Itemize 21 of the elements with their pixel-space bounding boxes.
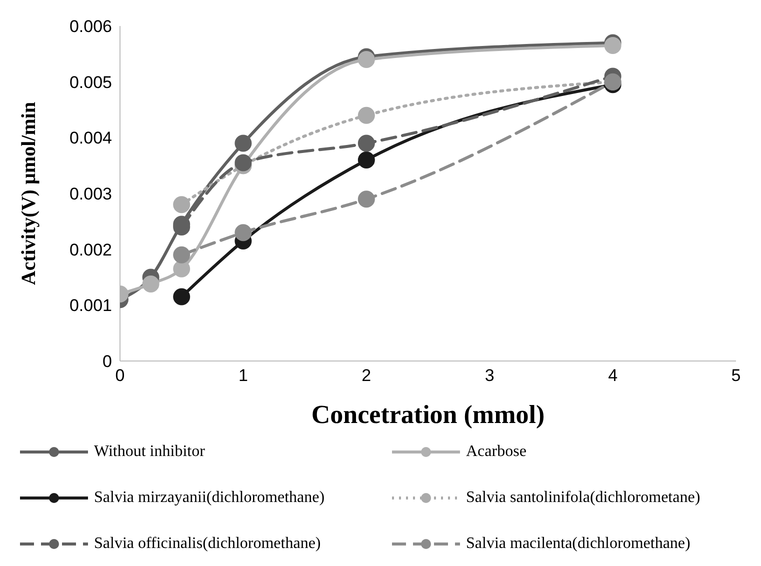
y-tick-label: 0.006	[69, 17, 112, 36]
x-tick-label: 1	[238, 366, 248, 386]
x-tick-label: 3	[484, 366, 494, 386]
legend-label: Salvia officinalis(dichloromethane)	[94, 535, 321, 553]
x-tick-label: 4	[608, 366, 618, 386]
y-tick-label: 0.003	[69, 184, 112, 204]
x-tick-label: 5	[731, 366, 741, 386]
y-axis-title: Activity(V) µmol/min	[18, 102, 40, 286]
x-axis-title: Concetration (mmol)	[311, 400, 545, 429]
legend-label: Acarbose	[466, 443, 526, 461]
y-tick-label: 0.004	[69, 128, 112, 148]
y-tick-label: 0	[102, 352, 112, 372]
y-tick-label: 0.002	[69, 240, 112, 260]
x-tick-label: 2	[362, 366, 372, 386]
legend-label: Without inhibitor	[94, 443, 205, 461]
y-tick-label: 0.005	[69, 72, 112, 92]
legend-label: Salvia santolinifola(dichlorometane)	[466, 489, 700, 507]
legend-label: Salvia mirzayanii(dichloromethane)	[94, 489, 325, 507]
x-tick-label: 0	[115, 366, 125, 386]
legend-label: Salvia macilenta(dichloromethane)	[466, 535, 690, 553]
y-tick-label: 0.001	[69, 296, 112, 316]
